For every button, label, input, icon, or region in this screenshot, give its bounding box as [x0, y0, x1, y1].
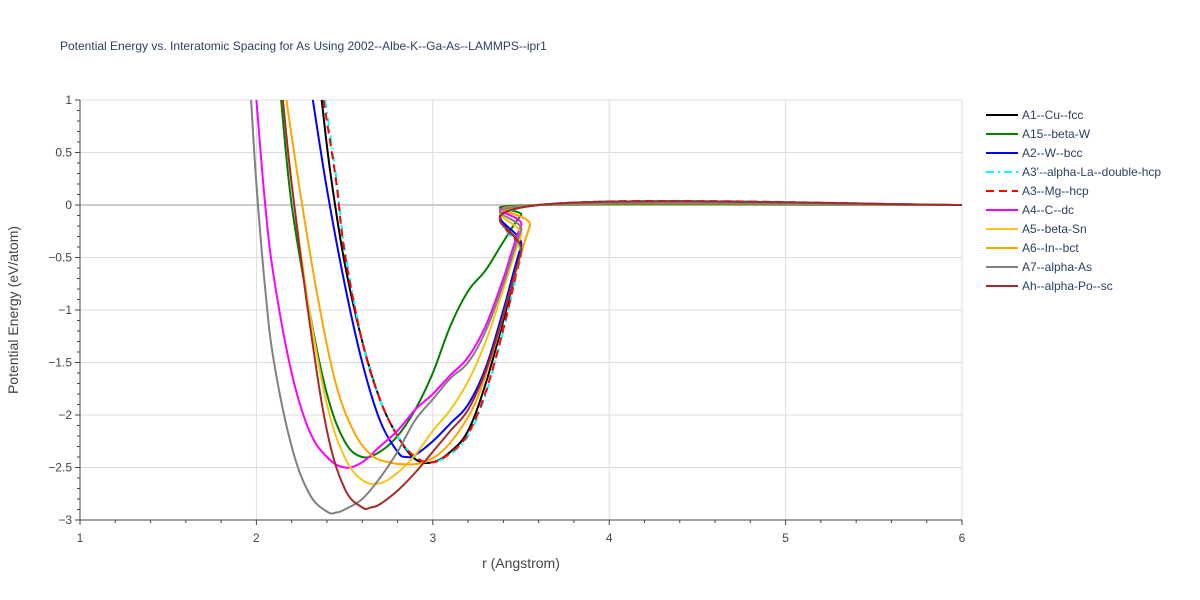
legend-item-a2-w-bcc[interactable]: A2--W--bcc — [986, 146, 1082, 160]
legend-item-a3-mg-hcp[interactable]: A3--Mg--hcp — [986, 184, 1089, 198]
x-tick-label: 4 — [606, 531, 613, 545]
legend-label: A3--Mg--hcp — [1022, 184, 1089, 198]
y-tick-label: −1 — [58, 303, 72, 317]
legend-item-a6-in-bct[interactable]: A6--In--bct — [986, 241, 1079, 255]
series-line-a6-in-bct[interactable] — [285, 99, 962, 466]
legend-label: A5--beta-Sn — [1022, 222, 1087, 236]
series-line-ah-alpha-po-sc[interactable] — [281, 99, 962, 511]
tick-labels: 1 2 3 4 5 6 1 0.5 0 −0.5 −1 −1.5 −2 −2.5 −3 — [48, 93, 965, 545]
series-line-a4-c-dc[interactable] — [255, 99, 962, 469]
y-tick-label: 0 — [65, 198, 72, 212]
plot-area — [250, 99, 962, 515]
x-tick-label: 2 — [253, 531, 260, 545]
legend-label: Ah--alpha-Po--sc — [1022, 279, 1113, 293]
legend-label: A7--alpha-As — [1022, 260, 1092, 274]
legend-label: A2--W--bcc — [1022, 146, 1082, 160]
x-tick-label: 3 — [429, 531, 436, 545]
x-tick-label: 1 — [77, 531, 84, 545]
legend[interactable]: A1--Cu--fcc A15--beta-W A2--W--bcc A3'--alp… — [986, 108, 1161, 293]
legend-label: A3'--alpha-La--double-hcp — [1022, 165, 1161, 179]
series-line-a7-alpha-as[interactable] — [250, 99, 962, 515]
axes — [75, 99, 963, 525]
legend-label: A4--C--dc — [1022, 203, 1074, 217]
legend-item-a7-alpha-as[interactable]: A7--alpha-As — [986, 260, 1092, 274]
legend-item-a5-beta-sn[interactable]: A5--beta-Sn — [986, 222, 1087, 236]
y-tick-label: −2.5 — [48, 461, 72, 475]
legend-label: A15--beta-W — [1022, 127, 1091, 141]
legend-item-a3-alpha-la-double-hcp[interactable]: A3'--alpha-La--double-hcp — [986, 165, 1161, 179]
legend-item-a1-cu-fcc[interactable]: A1--Cu--fcc — [986, 108, 1083, 122]
y-tick-label: −1.5 — [48, 356, 72, 370]
y-axis-title: Potential Energy (eV/atom) — [5, 226, 21, 394]
chart-title: Potential Energy vs. Interatomic Spacing… — [60, 39, 547, 53]
x-tick-label: 5 — [782, 531, 789, 545]
series-line-a3-alpha-la-double-hcp[interactable] — [324, 99, 962, 464]
x-tick-label: 6 — [959, 531, 966, 545]
y-tick-label: 1 — [65, 93, 72, 107]
legend-label: A1--Cu--fcc — [1022, 108, 1083, 122]
legend-item-a15-beta-w[interactable]: A15--beta-W — [986, 127, 1091, 141]
series-line-a5-beta-sn[interactable] — [281, 99, 962, 486]
legend-label: A6--In--bct — [1022, 241, 1079, 255]
x-axis-title: r (Angstrom) — [482, 555, 560, 571]
legend-item-a4-c-dc[interactable]: A4--C--dc — [986, 203, 1074, 217]
grid-lines — [80, 99, 963, 520]
y-tick-label: −0.5 — [48, 251, 72, 265]
y-tick-label: −2 — [58, 408, 72, 422]
y-tick-label: −3 — [58, 513, 72, 527]
legend-item-ah-alpha-po-sc[interactable]: Ah--alpha-Po--sc — [986, 279, 1113, 293]
y-tick-label: 0.5 — [55, 146, 72, 160]
